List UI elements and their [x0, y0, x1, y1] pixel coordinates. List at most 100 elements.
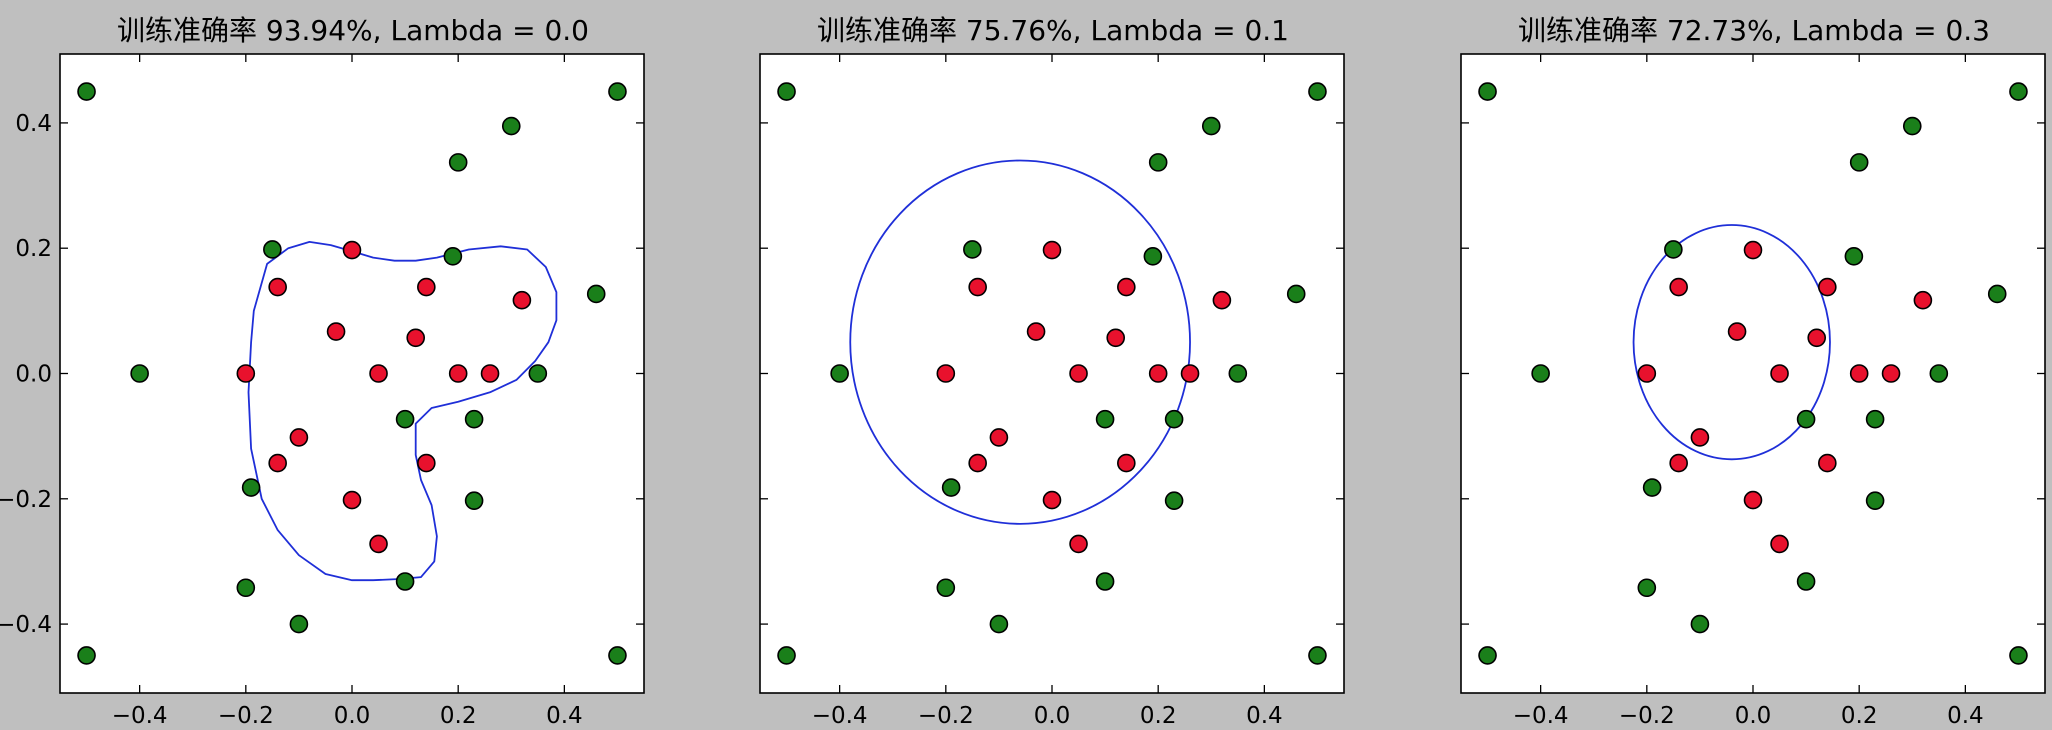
subplot-3-point-red	[1727, 322, 1747, 341]
subplot-2-point-red	[1042, 240, 1062, 260]
subplot-3-point-green	[1690, 614, 1710, 634]
subplot-2-point-red	[989, 428, 1009, 447]
subplot-3-point-red	[1807, 328, 1827, 348]
subplot-2-point-red	[1026, 322, 1046, 341]
subplot-1-point-red	[342, 240, 362, 260]
subplot-3-decision-boundary	[1632, 224, 1831, 461]
subplot-2-point-red	[1117, 277, 1136, 297]
subplot-2-point-green	[1201, 116, 1221, 136]
subplot-2-point-red	[968, 277, 987, 297]
subplot-3-point-green	[1531, 364, 1550, 383]
subplot-1-point-red	[268, 277, 287, 297]
subplot-1-point-green	[263, 240, 282, 259]
subplot-1-point-green	[395, 572, 415, 591]
subplot-3-point-green	[1987, 284, 2007, 304]
subplot-2-point-green	[1164, 409, 1184, 429]
subplot-1-point-red	[512, 290, 532, 310]
subplot-2-title: 训练准确率 75.76%, Lambda = 0.1	[817, 14, 1289, 47]
subplot-3-point-green	[1844, 247, 1864, 266]
subplot-1-ytick-label: 0.0	[15, 362, 52, 388]
subplot-2-xtick-label: 0.0	[1034, 703, 1071, 729]
subplot-2-point-green	[830, 364, 849, 383]
subplot-3-point-green	[1478, 646, 1497, 665]
subplot-1-point-red	[326, 322, 346, 341]
subplot-1-point-red	[369, 534, 388, 554]
subplot-1-point-red	[369, 364, 388, 383]
subplot-3-point-green	[1849, 153, 1869, 172]
subplot-1-ytick-label: 0.2	[15, 236, 52, 262]
subplot-2-point-green	[1308, 82, 1327, 101]
subplot-3-point-green	[1796, 572, 1816, 591]
subplot-1-point-red	[417, 277, 436, 297]
subplot-3-point-green	[1642, 478, 1662, 497]
subplot-1-ytick-label: −0.4	[0, 612, 52, 638]
subplot-3-point-green	[1664, 240, 1683, 259]
subplot-1-point-green	[443, 247, 463, 266]
subplot-1-point-green	[464, 409, 484, 429]
subplot-1-ytick-label: −0.2	[0, 487, 52, 513]
subplot-3: 训练准确率 72.73%, Lambda = 0.3 −0.4 −0.2 0.0 0.…	[1460, 14, 2046, 729]
subplot-1-point-green	[77, 646, 96, 665]
subplot-1-xtick-label: 0.0	[334, 703, 371, 729]
subplot-3-title: 训练准确率 72.73%, Lambda = 0.3	[1518, 14, 1990, 47]
subplot-3-point-red	[1770, 364, 1789, 383]
subplot-3-point-red	[1818, 277, 1837, 297]
subplot-2-point-green	[777, 646, 796, 665]
subplot-1-xtick-label: −0.2	[218, 703, 274, 729]
subplot-2-point-green	[1143, 247, 1163, 266]
subplot-3-point-green	[1478, 82, 1497, 101]
subplot-3-point-red	[1818, 453, 1837, 473]
subplot-3-point-green	[1865, 409, 1885, 429]
subplot-1-point-red	[342, 490, 362, 510]
subplot-1-point-green	[464, 491, 484, 510]
subplot-2-point-green	[1308, 646, 1327, 665]
subplot-2-point-green	[1228, 364, 1248, 383]
subplot-1-ytick-label: 0.4	[15, 111, 52, 137]
subplot-2-point-red	[1117, 453, 1136, 473]
subplot-3-point-red	[1849, 364, 1869, 383]
subplot-3-point-red	[1743, 490, 1763, 510]
subplot-1-point-red	[236, 364, 256, 383]
subplot-1-point-green	[77, 82, 96, 101]
subplot-1-xtick-label: 0.4	[546, 703, 583, 729]
subplot-1-point-green	[395, 409, 415, 429]
subplot-3-point-red	[1669, 453, 1688, 473]
subplot-2-point-green	[777, 82, 796, 101]
subplot-1-point-red	[417, 453, 436, 473]
subplot-2-point-red	[1180, 364, 1200, 383]
subplot-2-xtick-label: 0.2	[1140, 703, 1177, 729]
subplot-2-point-green	[1164, 491, 1184, 510]
subplot-1-point-red	[289, 428, 309, 447]
subplot-1-point-green	[608, 82, 627, 101]
subplot-3-point-red	[1669, 277, 1688, 297]
subplot-2-point-green	[941, 478, 961, 497]
subplot-2-decision-boundary	[849, 159, 1191, 525]
subplot-3-point-green	[1929, 364, 1949, 383]
subplot-2-point-green	[1286, 284, 1306, 304]
subplot-2-point-red	[1212, 290, 1232, 310]
subplot-1-point-green	[448, 153, 468, 172]
subplot-2-point-green	[989, 614, 1009, 634]
subplot-3-point-green	[1902, 116, 1922, 136]
subplot-2-point-green	[1148, 153, 1168, 172]
subplot-1-point-green	[289, 614, 309, 634]
subplot-1-point-green	[528, 364, 548, 383]
subplot-2-point-red	[968, 453, 987, 473]
subplot-2-xtick-label: −0.4	[812, 703, 868, 729]
subplot-1-title: 训练准确率 93.94%, Lambda = 0.0	[117, 14, 589, 47]
subplot-3-point-red	[1690, 428, 1710, 447]
subplot-1-xtick-label: 0.2	[440, 703, 477, 729]
subplot-2-point-green	[1095, 572, 1115, 591]
subplot-3-xtick-label: 0.4	[1947, 703, 1984, 729]
subplot-2-point-red	[1069, 534, 1088, 554]
subplot-1-point-red	[448, 364, 468, 383]
subplot-1-point-green	[501, 116, 521, 136]
subplot-1-point-red	[268, 453, 287, 473]
subplot-2-point-red	[1106, 328, 1126, 348]
subplot-2-point-red	[936, 364, 956, 383]
subplot-3-point-red	[1770, 534, 1789, 554]
subplot-1-point-green	[241, 478, 261, 497]
subplot-2: 训练准确率 75.76%, Lambda = 0.1 −0.4 −0.2 0.0 0.…	[759, 14, 1345, 729]
subplot-1-point-green	[586, 284, 606, 304]
